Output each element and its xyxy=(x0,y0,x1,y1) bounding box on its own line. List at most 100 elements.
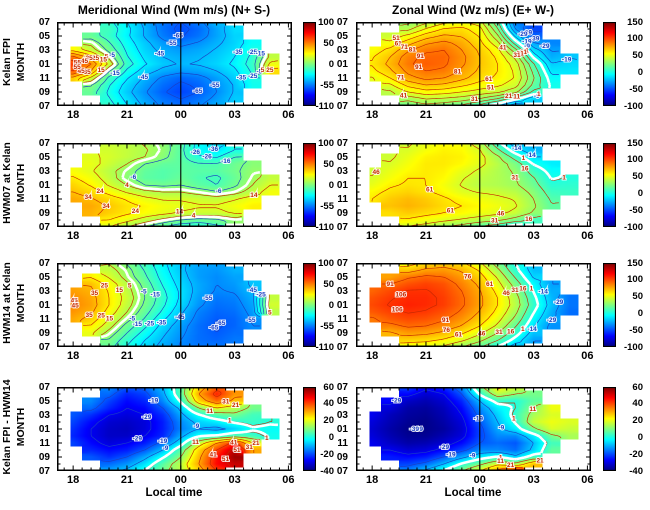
month-tick-label: 05 xyxy=(336,30,348,42)
x-tick-label: 18 xyxy=(67,350,80,362)
colorbar-tick-label: -50 xyxy=(629,324,643,336)
month-tick-label: 07 xyxy=(38,100,50,112)
panel-canvas-HWM07-zonal xyxy=(356,143,591,227)
x-tick-label: 18 xyxy=(67,474,80,486)
colorbar-tick-label: -110 xyxy=(315,341,335,353)
colorbar-canvas xyxy=(303,22,316,106)
month-tick-label: 07 xyxy=(336,465,348,477)
colorbar-tick-label: 100 xyxy=(627,33,643,45)
colorbar-canvas xyxy=(603,143,616,227)
panel-canvas-Kelan-FPI-minus-HWM14-meridional xyxy=(57,387,292,471)
colorbar-tick-label: 100 xyxy=(318,137,334,149)
colorbar-tick-label: 60 xyxy=(632,381,643,393)
colorbar-tick-label: 0 xyxy=(328,58,334,70)
colorbar-tick-label: 0 xyxy=(328,299,334,311)
colorbar-tick-label: 50 xyxy=(323,278,334,290)
colorbar-canvas xyxy=(603,387,616,471)
month-tick-label: 11 xyxy=(337,437,348,449)
colorbar-tick-label: 100 xyxy=(318,16,334,28)
row-label-month-2: MONTH xyxy=(15,163,27,203)
colorbar-canvas xyxy=(603,263,616,347)
month-tick-label: 07 xyxy=(38,381,50,393)
month-tick-label: 01 xyxy=(336,423,348,435)
colorbar-canvas xyxy=(303,387,316,471)
colorbar-tick-label: 50 xyxy=(632,171,643,183)
month-tick-label: 07 xyxy=(336,221,348,233)
x-tick-label: 06 xyxy=(282,230,295,242)
month-tick-label: 07 xyxy=(336,100,348,112)
colorbar-tick-label: 60 xyxy=(323,381,334,393)
month-tick-label: 01 xyxy=(336,299,348,311)
colorbar-tick-label: -40 xyxy=(320,465,334,477)
colorbar-tick-label: -20 xyxy=(629,448,643,460)
colorbar-tick-label: 150 xyxy=(627,137,643,149)
month-tick-label: 11 xyxy=(39,437,50,449)
month-tick-label: 05 xyxy=(336,395,348,407)
x-tick-label: 21 xyxy=(120,474,134,486)
month-tick-label: 01 xyxy=(38,58,50,70)
month-tick-label: 01 xyxy=(336,58,348,70)
x-tick-label: 06 xyxy=(581,350,594,362)
colorbar-tick-label: 50 xyxy=(323,37,334,49)
month-tick-label: 07 xyxy=(336,341,348,353)
month-tick-label: 09 xyxy=(336,207,348,219)
month-tick-label: 05 xyxy=(38,30,50,42)
month-tick-label: 09 xyxy=(38,86,50,98)
colorbar-tick-label: 20 xyxy=(632,415,643,427)
column-title-meridional: Meridional Wind (Wm m/s) (N+ S-) xyxy=(77,3,271,17)
x-tick-label: 00 xyxy=(174,474,187,486)
colorbar-canvas xyxy=(603,22,616,106)
x-tick-label: 00 xyxy=(473,109,486,121)
month-tick-label: 09 xyxy=(336,86,348,98)
colorbar-tick-label: 0 xyxy=(637,431,643,443)
x-tick-label: 00 xyxy=(174,109,187,121)
row-label-hwm14: HWM14 at Kelan xyxy=(1,262,13,344)
colorbar-tick-label: -110 xyxy=(315,100,335,112)
x-tick-label: 00 xyxy=(473,474,486,486)
panel-canvas-Kelan-FPI-meridional xyxy=(57,22,292,106)
month-tick-label: 09 xyxy=(336,327,348,339)
month-tick-label: 03 xyxy=(38,165,50,177)
month-tick-label: 09 xyxy=(336,451,348,463)
x-tick-label: 18 xyxy=(67,230,80,242)
panel-canvas-Kelan-FPI-zonal xyxy=(356,22,591,106)
x-tick-label: 18 xyxy=(67,109,80,121)
colorbar-tick-label: -55 xyxy=(320,79,334,91)
x-tick-label: 03 xyxy=(527,230,540,242)
x-tick-label: 21 xyxy=(419,350,433,362)
month-tick-label: 07 xyxy=(38,137,50,149)
colorbar-tick-label: 100 xyxy=(318,257,334,269)
colorbar-canvas xyxy=(303,143,316,227)
column-title-zonal: Zonal Wind (Wz m/s) (E+ W-) xyxy=(392,3,554,17)
month-tick-label: 07 xyxy=(38,16,50,28)
month-tick-label: 11 xyxy=(337,193,348,205)
x-tick-label: 21 xyxy=(419,109,433,121)
colorbar-tick-label: -100 xyxy=(623,341,643,353)
x-tick-label: 00 xyxy=(473,350,486,362)
month-tick-label: 03 xyxy=(336,409,348,421)
month-tick-label: 05 xyxy=(336,151,348,163)
month-tick-label: 07 xyxy=(336,16,348,28)
month-tick-label: 09 xyxy=(38,451,50,463)
x-tick-label: 03 xyxy=(527,109,540,121)
month-tick-label: 07 xyxy=(38,221,50,233)
colorbar-tick-label: -110 xyxy=(315,221,335,233)
month-tick-label: 01 xyxy=(38,423,50,435)
colorbar-tick-label: 0 xyxy=(637,66,643,78)
panel-canvas-Kelan-FPI-minus-HWM14-zonal xyxy=(356,387,591,471)
colorbar-tick-label: -40 xyxy=(629,465,643,477)
colorbar-tick-label: 0 xyxy=(328,179,334,191)
month-tick-label: 03 xyxy=(336,44,348,56)
x-tick-label: 21 xyxy=(419,474,433,486)
month-tick-label: 05 xyxy=(38,395,50,407)
colorbar-tick-label: 50 xyxy=(323,158,334,170)
month-tick-label: 01 xyxy=(38,179,50,191)
x-tick-label: 03 xyxy=(527,474,540,486)
row-label-month-4: MONTH xyxy=(15,407,27,447)
colorbar-tick-label: -55 xyxy=(320,200,334,212)
x-tick-label: 00 xyxy=(174,230,187,242)
x-axis-label-right: Local time xyxy=(444,487,502,499)
x-tick-label: 06 xyxy=(282,474,295,486)
colorbar-tick-label: 50 xyxy=(632,291,643,303)
